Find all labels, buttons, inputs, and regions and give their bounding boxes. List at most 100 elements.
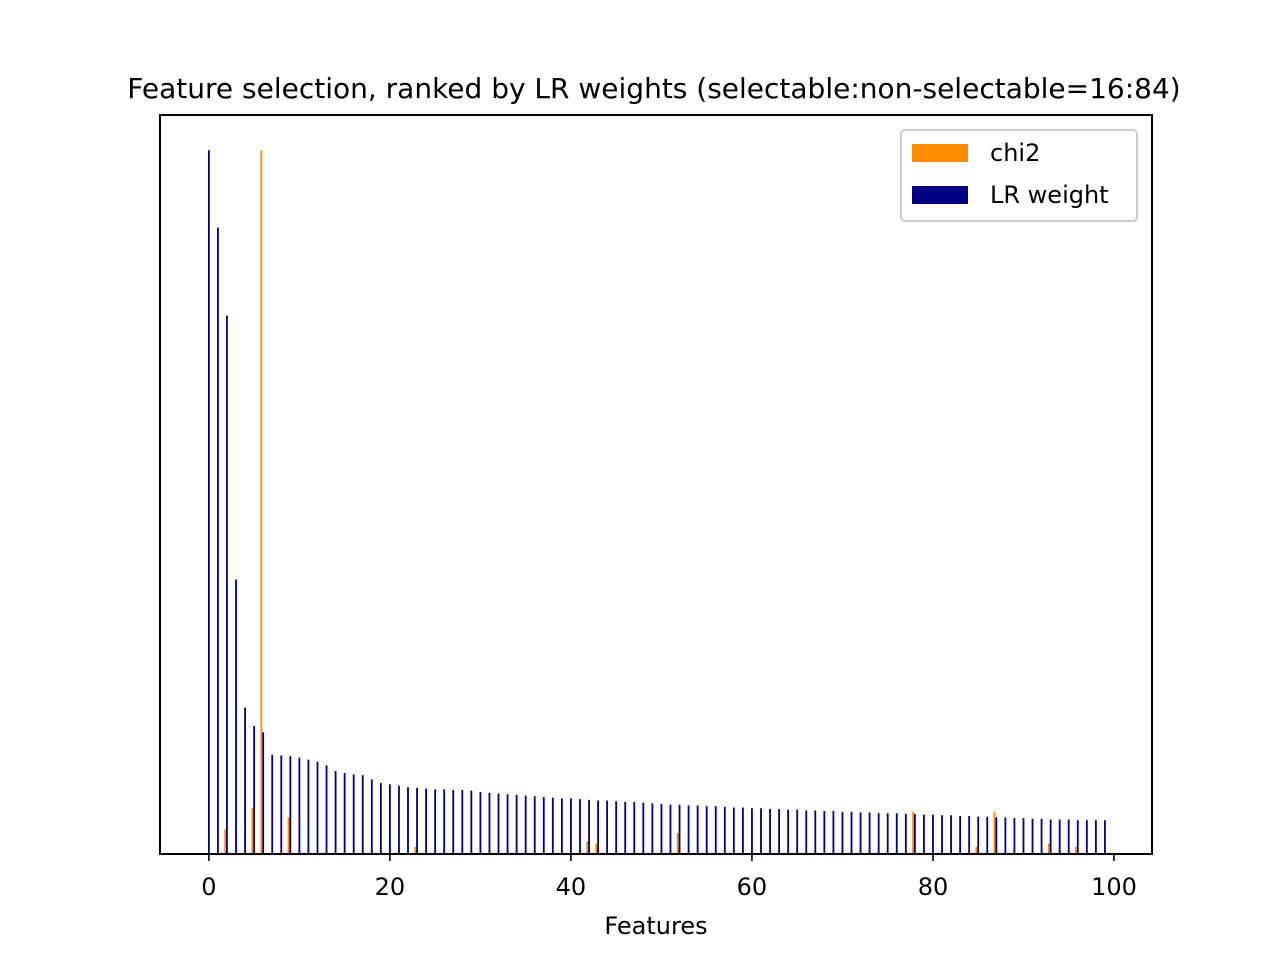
lr-weight-bar: [941, 815, 943, 854]
lr-weight-bar: [388, 784, 391, 854]
lr-weight-bar: [334, 770, 337, 854]
chi2-bar: [912, 811, 914, 854]
lr-weight-bar: [1013, 818, 1016, 854]
lr-weight-bar: [515, 794, 518, 854]
lr-weight-bar: [615, 801, 618, 854]
lr-weight-bar: [570, 798, 572, 854]
lr-weight-bar: [497, 793, 500, 854]
lr-weight-bar: [760, 808, 762, 854]
chi2-bar: [1075, 846, 1077, 854]
lr-weight-bar: [226, 315, 228, 855]
lr-weight-bar: [832, 811, 835, 854]
lr-weight-bar: [1040, 818, 1043, 854]
x-tick-label: 100: [1091, 873, 1137, 901]
chi2-bar: [595, 843, 598, 854]
x-tick-label: 20: [375, 873, 406, 901]
lr-weight-bar: [1094, 820, 1097, 854]
lr-weight-bar: [271, 754, 274, 854]
chi2-bar: [260, 150, 263, 854]
x-ticks: 0 20 40 60 80 100: [201, 854, 1137, 901]
lr-weight-bar: [1076, 820, 1079, 854]
lr-weight-bar: [1049, 819, 1052, 854]
lr-weight-bar: [1058, 819, 1061, 854]
lr-weight-bar: [841, 811, 844, 854]
lr-weight-bar: [1104, 820, 1106, 854]
lr-weight-bar: [732, 807, 735, 854]
x-tick-label: 0: [201, 873, 216, 901]
lr-weight-bar: [253, 725, 256, 854]
legend-swatch-lr-weight: [912, 186, 968, 204]
chi2-bar: [224, 829, 227, 854]
lr-weight-bar: [606, 800, 609, 854]
x-tick-label: 60: [737, 873, 768, 901]
lr-weight-bar: [977, 816, 980, 854]
bars-group: [207, 150, 1106, 855]
lr-weight-bar: [651, 803, 654, 854]
lr-weight-bar: [741, 807, 744, 854]
lr-weight-bar: [434, 789, 437, 854]
lr-weight-bar: [877, 813, 880, 854]
lr-weight-bar: [714, 806, 717, 854]
lr-weight-bar: [280, 755, 283, 854]
lr-weight-bar: [533, 796, 536, 854]
lr-weight-bar: [932, 814, 934, 854]
lr-weight-bar: [560, 798, 563, 854]
lr-weight-bar: [352, 774, 355, 854]
lr-weight-bar: [343, 773, 346, 854]
lr-weight-bar: [506, 794, 509, 854]
lr-weight-bar: [207, 150, 210, 854]
lr-weight-bar: [950, 815, 952, 854]
chi2-bar: [414, 846, 417, 854]
lr-weight-bar: [316, 761, 319, 854]
lr-weight-bar: [416, 787, 418, 854]
lr-weight-bar: [959, 815, 962, 854]
lr-weight-bar: [669, 804, 672, 854]
lr-weight-bar: [850, 811, 853, 854]
chi2-bar: [993, 811, 996, 854]
lr-weight-bar: [361, 775, 364, 854]
lr-weight-bar: [298, 757, 301, 854]
legend-label-chi2: chi2: [990, 139, 1040, 167]
chi2-bar: [975, 846, 978, 854]
legend-label-lr-weight: LR weight: [990, 181, 1109, 209]
lr-weight-bar: [579, 799, 581, 854]
lr-weight-bar: [642, 802, 645, 854]
lr-weight-bar: [470, 790, 473, 854]
lr-weight-bar: [904, 813, 907, 854]
chi2-bar: [251, 808, 254, 854]
lr-weight-bar: [696, 805, 699, 854]
lr-weight-bar: [995, 817, 998, 854]
lr-weight-bar: [986, 816, 989, 854]
legend-swatch-chi2: [912, 144, 968, 162]
lr-weight-bar: [479, 792, 482, 854]
lr-weight-bar: [751, 808, 753, 854]
lr-weight-bar: [262, 732, 265, 854]
lr-weight-bar: [407, 787, 409, 854]
lr-weight-bar: [452, 789, 455, 854]
lr-weight-bar: [886, 813, 889, 854]
lr-weight-bar: [823, 811, 826, 854]
plot-frame: [159, 114, 1153, 855]
lr-weight-bar: [461, 789, 464, 854]
lr-weight-bar: [597, 800, 599, 854]
lr-weight-bar: [769, 808, 771, 854]
lr-weight-bar: [895, 813, 898, 854]
legend: chi2 LR weight: [900, 129, 1138, 222]
lr-weight-bar: [1067, 819, 1070, 854]
lr-weight-bar: [524, 795, 527, 854]
chi2-bar: [1047, 843, 1050, 854]
lr-weight-bar: [325, 765, 328, 854]
lr-weight-bar: [660, 804, 663, 854]
lr-weight-bar: [542, 796, 545, 854]
lr-weight-bar: [913, 813, 916, 854]
x-tick-label: 80: [918, 873, 949, 901]
chi2-bar: [287, 817, 290, 854]
lr-weight-bar: [307, 759, 310, 854]
lr-weight-bar: [1085, 820, 1088, 854]
lr-weight-bar: [244, 707, 246, 854]
lr-weight-bar: [425, 788, 428, 854]
lr-weight-bar: [868, 812, 871, 854]
lr-weight-bar: [443, 789, 446, 854]
chi2-bar: [676, 832, 679, 854]
